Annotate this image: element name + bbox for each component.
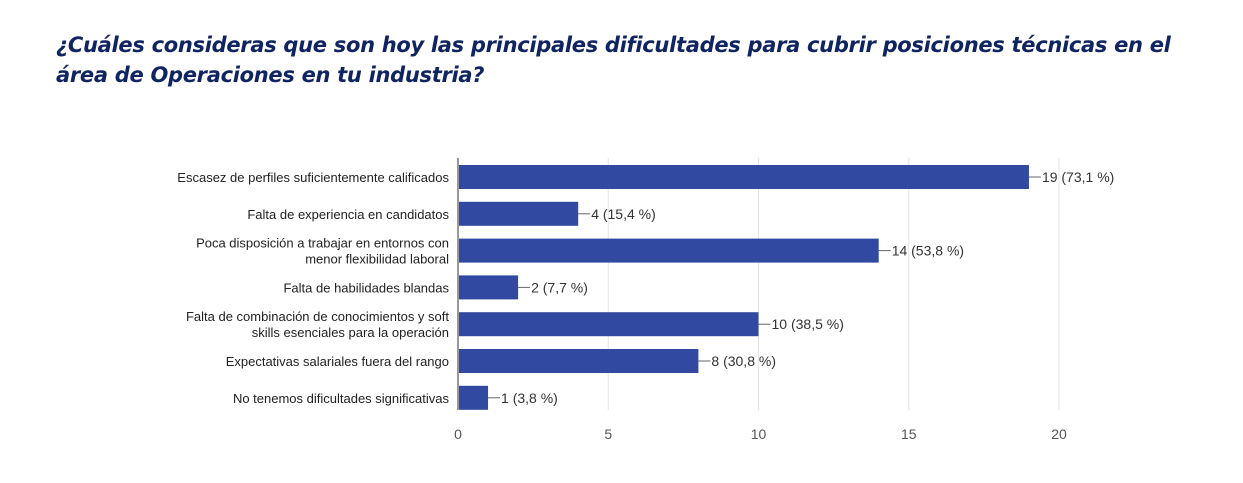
x-tick-label: 0 (454, 426, 462, 442)
category-label: menor flexibilidad laboral (305, 252, 449, 267)
x-tick-label: 5 (604, 426, 612, 442)
data-label: 2 (7,7 %) (531, 279, 588, 295)
data-label: 4 (15,4 %) (591, 206, 656, 222)
bar (459, 349, 699, 373)
category-label: Escasez de perfiles suficientemente cali… (177, 170, 449, 185)
bar (459, 275, 519, 300)
category-label: Falta de experiencia en candidatos (247, 207, 449, 222)
x-tick-label: 10 (751, 426, 767, 442)
category-label: No tenemos dificultades significativas (233, 391, 450, 406)
chart-title: ¿Cuáles consideras que son hoy las princ… (56, 33, 1171, 87)
category-label: Falta de combinación de conocimientos y … (186, 309, 449, 324)
category-label: Expectativas salariales fuera del rango (226, 354, 449, 369)
category-label: skills esenciales para la operación (252, 325, 449, 340)
data-label: 10 (38,5 %) (772, 316, 844, 332)
category-label: Poca disposición a trabajar en entornos … (196, 236, 449, 251)
data-label: 14 (53,8 %) (892, 243, 964, 259)
data-label: 1 (3,8 %) (501, 390, 558, 406)
bar (459, 385, 489, 410)
bar (459, 238, 879, 263)
data-label: 19 (73,1 %) (1042, 169, 1114, 185)
x-tick-label: 20 (1051, 426, 1067, 442)
bar (459, 165, 1029, 189)
data-label: 8 (30,8 %) (711, 353, 776, 369)
bar (459, 312, 759, 337)
x-tick-label: 15 (901, 426, 917, 442)
category-label: Falta de habilidades blandas (283, 280, 449, 295)
bar (459, 201, 579, 226)
